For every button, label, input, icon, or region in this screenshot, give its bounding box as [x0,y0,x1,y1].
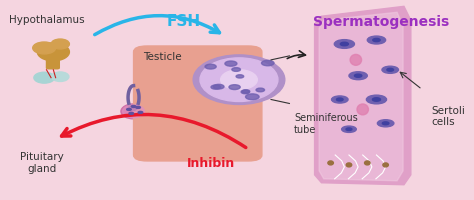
Circle shape [225,62,237,67]
Circle shape [355,75,362,78]
Circle shape [256,89,264,92]
Circle shape [131,106,136,108]
Circle shape [340,43,348,47]
Circle shape [377,120,394,127]
Circle shape [242,90,250,94]
Circle shape [241,91,249,94]
FancyBboxPatch shape [134,47,262,161]
Circle shape [262,61,274,66]
Ellipse shape [37,44,69,62]
Text: Sertoli
cells: Sertoli cells [431,105,465,127]
Circle shape [129,113,134,115]
Ellipse shape [193,56,285,105]
Circle shape [387,69,393,72]
Polygon shape [315,7,411,185]
Ellipse shape [52,73,69,82]
Ellipse shape [346,163,352,167]
Circle shape [349,72,367,80]
Text: Seminiferous
tube: Seminiferous tube [294,113,358,134]
Text: FSH: FSH [167,14,201,29]
Ellipse shape [220,70,257,90]
Ellipse shape [121,104,146,119]
Circle shape [373,98,381,102]
Circle shape [383,122,389,125]
Circle shape [211,86,221,90]
Circle shape [138,112,143,114]
Text: Hypothalamus: Hypothalamus [9,15,84,25]
Circle shape [342,126,356,133]
Circle shape [346,128,352,131]
Text: Inhibin: Inhibin [187,157,236,170]
Ellipse shape [51,40,69,50]
Ellipse shape [357,104,368,115]
Circle shape [136,107,140,109]
Circle shape [236,75,244,79]
Text: Testicle: Testicle [143,52,182,62]
Ellipse shape [365,161,370,165]
Circle shape [373,39,380,42]
Circle shape [213,85,224,90]
Circle shape [331,96,348,104]
Circle shape [246,94,259,100]
Ellipse shape [34,73,55,84]
Circle shape [205,65,216,70]
Polygon shape [319,13,403,181]
Ellipse shape [328,161,333,165]
Circle shape [229,85,240,90]
Circle shape [127,109,131,111]
Ellipse shape [350,55,362,66]
Text: Pituitary
gland: Pituitary gland [20,151,64,173]
Circle shape [337,99,343,101]
Circle shape [382,67,399,74]
Circle shape [367,37,386,45]
Circle shape [232,68,240,72]
Ellipse shape [33,43,55,55]
Circle shape [334,40,355,49]
Ellipse shape [200,59,278,102]
FancyBboxPatch shape [46,52,59,69]
Circle shape [366,96,386,104]
Ellipse shape [383,163,388,167]
Ellipse shape [123,105,145,118]
Text: Spermatogenesis: Spermatogenesis [313,15,449,29]
